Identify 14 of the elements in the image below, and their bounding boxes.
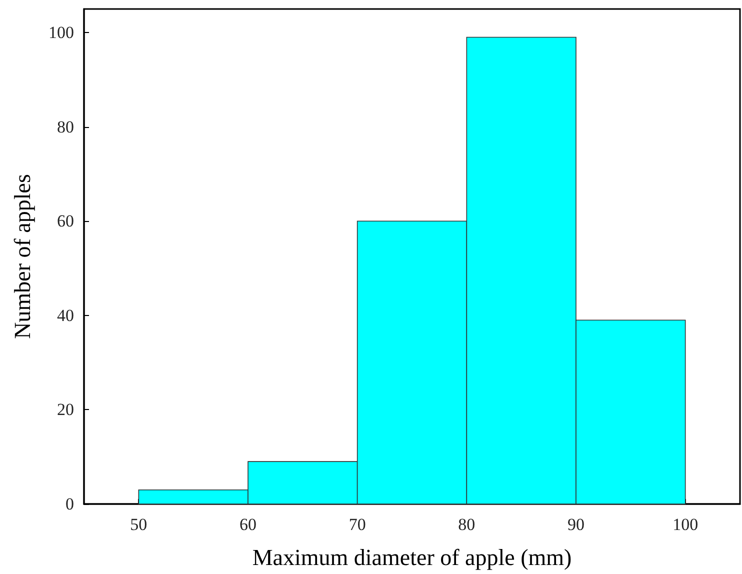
y-tick-label: 60: [57, 212, 74, 231]
x-tick-label: 80: [458, 515, 476, 534]
x-tick-label: 50: [130, 515, 148, 534]
y-tick-label: 100: [48, 23, 74, 42]
x-tick-label: 90: [568, 515, 584, 534]
y-tick-label: 20: [57, 400, 74, 420]
y-axis-title: Number of apples: [10, 174, 35, 339]
y-tick-label: 0: [66, 494, 74, 514]
x-tick-label: 100: [672, 515, 698, 534]
x-tick-label: 60: [240, 515, 256, 534]
x-tick-label: 70: [348, 515, 366, 534]
x-axis-title: Maximum diameter of apple (mm): [252, 545, 572, 570]
y-tick-label: 80: [57, 117, 74, 136]
y-tick-label: 40: [57, 306, 74, 325]
